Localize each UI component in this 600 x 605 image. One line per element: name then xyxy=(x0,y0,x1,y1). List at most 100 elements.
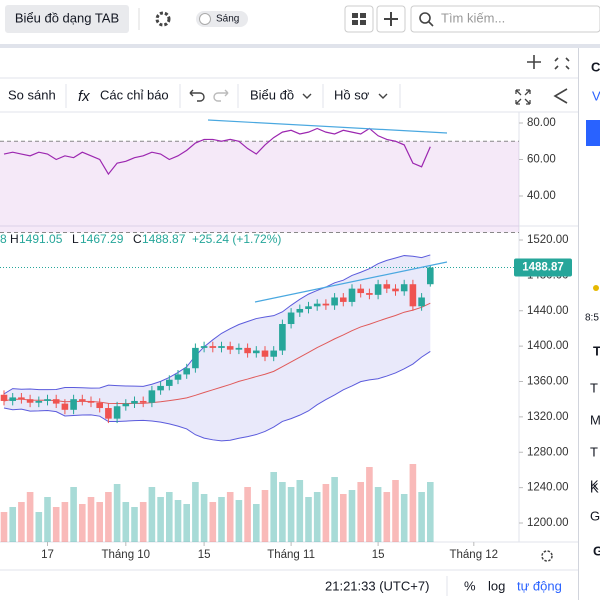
volume-bar xyxy=(192,482,199,542)
volume-bar xyxy=(87,497,95,542)
auto-toggle[interactable]: tự động xyxy=(517,578,562,593)
volume-bar xyxy=(148,487,156,542)
rsi-trendline xyxy=(207,119,448,134)
volume-bar xyxy=(96,502,103,542)
volume-bar xyxy=(287,487,295,542)
legend-c-label: C xyxy=(133,232,142,246)
candle-body xyxy=(287,312,295,325)
candle-body xyxy=(218,346,225,348)
volume-bar xyxy=(9,507,16,542)
y-tick-label: 1440.00 xyxy=(527,305,569,317)
candle-body xyxy=(244,347,251,354)
volume-bar xyxy=(226,492,234,542)
candle-body xyxy=(166,379,173,386)
candle-body xyxy=(348,288,356,302)
indicators-button[interactable]: Các chỉ báo xyxy=(100,87,169,102)
volume-bar xyxy=(400,494,408,542)
candle-body xyxy=(226,346,234,350)
expand-icon[interactable] xyxy=(515,89,531,105)
candle-body xyxy=(113,406,121,419)
clock: 21:21:33 (UTC+7) xyxy=(325,578,429,593)
candle-body xyxy=(122,403,130,407)
volume-bar xyxy=(35,512,43,542)
settings-icon[interactable] xyxy=(155,11,171,27)
tab-button[interactable] xyxy=(5,5,129,33)
percent-toggle[interactable]: % xyxy=(464,578,476,593)
volume-bar xyxy=(322,484,330,542)
volume-bar xyxy=(139,502,147,542)
side-label: K xyxy=(590,480,599,495)
candle-body xyxy=(313,303,321,307)
log-toggle[interactable]: log xyxy=(488,578,505,593)
last-price-label: 1488.87 xyxy=(522,262,564,274)
rsi-line xyxy=(3,127,431,176)
undo-icon[interactable] xyxy=(189,89,205,102)
candle-body xyxy=(296,308,304,313)
side-panel xyxy=(578,48,600,600)
redo-icon[interactable] xyxy=(213,89,229,102)
side-label: C xyxy=(591,59,600,74)
search-placeholder: Tìm kiếm... xyxy=(441,10,505,25)
candle-body xyxy=(0,394,8,401)
legend-l: 1467.29 xyxy=(80,232,124,246)
volume-bar xyxy=(331,477,338,542)
volume-bar xyxy=(383,492,391,542)
bottombar xyxy=(0,570,578,600)
profile-button[interactable]: Hồ sơ xyxy=(334,87,370,102)
legend-h-label: H xyxy=(10,232,19,246)
y-tick-label: 1280.00 xyxy=(527,446,569,458)
volume-bar xyxy=(374,487,382,542)
axis-settings-icon[interactable] xyxy=(541,550,553,562)
layout-button[interactable] xyxy=(344,5,374,33)
last-price-tag xyxy=(514,258,572,277)
candle-body xyxy=(9,397,16,401)
candle-body xyxy=(148,390,156,403)
fullscreen-icon[interactable] xyxy=(554,57,570,70)
volume-bar xyxy=(122,502,130,542)
candle-body xyxy=(131,400,138,404)
share-icon[interactable] xyxy=(553,88,568,104)
rsi-band xyxy=(0,141,519,233)
candle-body xyxy=(235,347,243,350)
volume-bar xyxy=(183,504,190,542)
volume-bar xyxy=(348,490,356,542)
search-box[interactable] xyxy=(410,5,600,33)
legend-open: 8 xyxy=(0,232,7,246)
volume-bar xyxy=(296,480,304,542)
volume-bar xyxy=(174,500,182,542)
volume-bar xyxy=(366,467,373,542)
volume-bar xyxy=(357,482,364,542)
legend-c: 1488.87 xyxy=(142,232,186,246)
volume-bar xyxy=(427,482,434,542)
volume-bar xyxy=(270,472,277,542)
rsi-tick-label: 60.00 xyxy=(527,154,556,166)
x-tick-label: Tháng 11 xyxy=(267,549,315,561)
candle-body xyxy=(139,400,147,403)
plot: 1200.00 1240.00 1280.00 1320.00 1360.00 1400.… xyxy=(0,117,572,561)
compare-button[interactable]: So sánh xyxy=(8,87,56,102)
volume-bar xyxy=(392,480,399,542)
candle-body xyxy=(70,399,77,410)
volume-bar xyxy=(157,497,164,542)
volume-bar xyxy=(218,497,225,542)
side-label: V xyxy=(592,88,600,103)
search-icon xyxy=(419,12,431,24)
candle-body xyxy=(253,350,260,354)
chart-button[interactable]: Biểu đồ xyxy=(250,87,294,102)
volume-bar xyxy=(44,497,51,542)
candle-body xyxy=(200,346,208,348)
side-label: T xyxy=(593,343,600,358)
layout-icon xyxy=(352,13,366,25)
y-tick-label: 1520.00 xyxy=(527,234,569,246)
add-button[interactable] xyxy=(376,5,406,33)
plus-icon[interactable] xyxy=(527,55,541,69)
side-button xyxy=(586,120,600,146)
candle-body xyxy=(427,267,434,285)
volume-bar xyxy=(418,492,425,542)
y-tick-label: 1320.00 xyxy=(527,411,569,423)
divider xyxy=(0,44,600,48)
candle-body xyxy=(322,303,330,306)
candle-body xyxy=(409,284,417,307)
candle-body xyxy=(400,284,408,292)
volume-bar xyxy=(166,492,173,542)
